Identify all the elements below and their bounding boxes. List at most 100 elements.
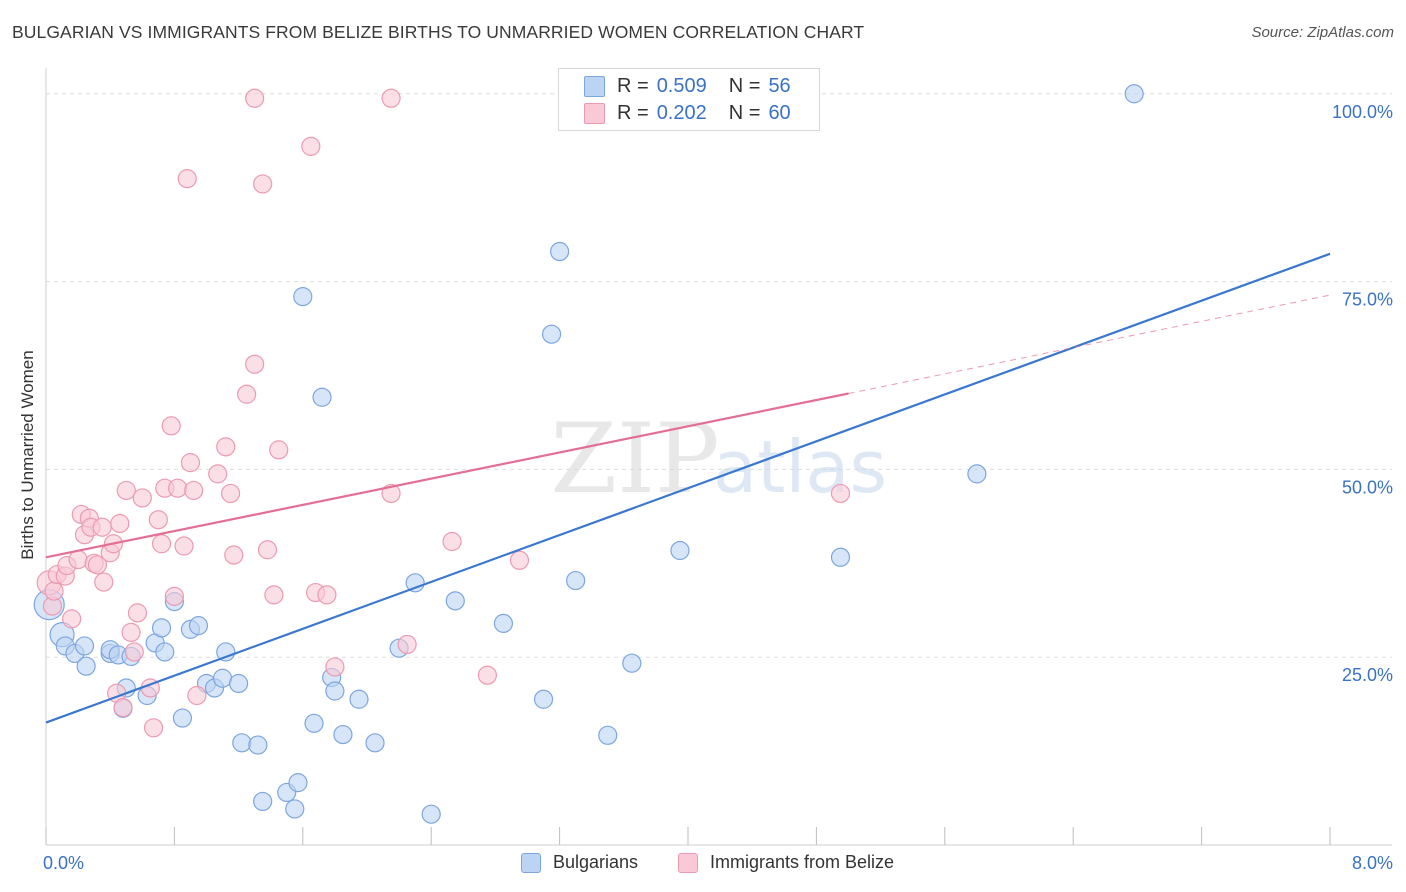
- grid-layer: [46, 93, 1392, 658]
- point-bulgarian: [304, 713, 324, 733]
- chart-title: BULGARIAN VS IMMIGRANTS FROM BELIZE BIRT…: [12, 22, 865, 42]
- point-belize: [121, 622, 141, 643]
- point-bulgarian: [533, 689, 554, 709]
- point-belize: [180, 453, 201, 473]
- points-layer: [33, 84, 1144, 824]
- point-belize: [44, 581, 64, 601]
- point-bulgarian: [333, 724, 353, 745]
- legend-label-belize: Immigrants from Belize: [710, 852, 895, 872]
- point-belize: [269, 440, 289, 460]
- point-belize: [253, 174, 273, 194]
- trend-line-bulgarians: [45, 252, 1331, 724]
- point-belize: [62, 609, 82, 629]
- point-belize: [216, 437, 236, 457]
- point-bulgarian: [670, 540, 690, 561]
- point-belize: [208, 464, 228, 484]
- point-belize: [257, 540, 278, 560]
- source-label: Source: ZipAtlas.com: [1251, 24, 1394, 41]
- y-tick-label: 25.0%: [1342, 665, 1393, 685]
- point-bulgarian: [76, 656, 96, 676]
- point-belize: [220, 483, 241, 504]
- point-bulgarian: [285, 799, 305, 819]
- point-bulgarian: [74, 636, 95, 656]
- trend-line-belize: [45, 392, 849, 559]
- point-bulgarian: [622, 653, 642, 673]
- point-bulgarian: [549, 241, 570, 262]
- legend-r-value: 0.509: [656, 74, 707, 97]
- point-bulgarian: [405, 573, 425, 593]
- legend-row-belize: R = 0.202 N = 60: [584, 100, 791, 126]
- legend-swatch-blue: [521, 852, 541, 873]
- point-belize: [830, 483, 851, 504]
- point-belize: [187, 685, 207, 706]
- watermark-zip: ZIP: [550, 403, 719, 515]
- point-bulgarian: [566, 570, 586, 591]
- legend-item-belize[interactable]: Immigrants from Belize: [678, 852, 894, 873]
- point-bulgarian: [212, 668, 233, 688]
- point-belize: [113, 697, 133, 718]
- y-tick-label: 75.0%: [1342, 290, 1393, 310]
- point-belize: [87, 555, 107, 575]
- point-belize: [127, 603, 148, 623]
- point-bulgarian: [349, 689, 369, 709]
- trend-layer: [45, 252, 1331, 724]
- point-belize: [224, 545, 244, 565]
- point-belize: [68, 549, 88, 570]
- point-belize: [148, 510, 168, 530]
- point-bulgarian: [248, 735, 268, 755]
- legend-item-bulgarians[interactable]: Bulgarians: [521, 852, 638, 873]
- point-belize: [245, 88, 265, 108]
- legend-r-value: 0.202: [656, 101, 707, 124]
- point-bulgarian: [598, 725, 618, 745]
- point-belize: [143, 718, 164, 738]
- point-belize: [168, 478, 188, 498]
- point-bulgarian: [325, 681, 345, 701]
- point-belize: [301, 136, 321, 156]
- point-belize: [92, 517, 112, 537]
- legend-n-value: 60: [768, 101, 791, 124]
- point-belize: [477, 665, 497, 685]
- axis-layer: [45, 68, 1392, 846]
- trend-line-belize-extension: [848, 294, 1331, 395]
- point-belize: [442, 531, 462, 552]
- point-belize: [174, 536, 194, 556]
- legend-n-label: N =: [728, 74, 761, 97]
- x-tick-label-max: 8.0%: [1352, 853, 1393, 873]
- point-belize: [245, 354, 265, 374]
- legend-row-bulgarians: R = 0.509 N = 56: [584, 73, 791, 99]
- point-belize: [132, 488, 152, 508]
- y-tick-label: 50.0%: [1342, 477, 1393, 497]
- point-bulgarian: [445, 591, 465, 611]
- point-bulgarian: [188, 616, 209, 636]
- point-belize: [161, 416, 181, 436]
- point-belize: [94, 572, 114, 592]
- point-bulgarian: [1124, 84, 1144, 104]
- legend-n-value: 56: [768, 74, 791, 97]
- point-belize: [325, 657, 345, 677]
- point-belize: [381, 483, 401, 504]
- point-bulgarian: [493, 613, 514, 633]
- point-belize: [124, 642, 144, 662]
- point-bulgarian: [421, 804, 441, 824]
- legend-r-label: R =: [617, 101, 649, 124]
- point-bulgarian: [365, 733, 385, 753]
- point-bulgarian: [830, 547, 851, 567]
- legend-n-label: N =: [728, 101, 761, 124]
- legend-swatch-pink: [584, 103, 605, 124]
- point-bulgarian: [288, 773, 308, 793]
- point-belize: [509, 550, 530, 570]
- point-bulgarian: [232, 733, 252, 753]
- legend-r-label: R =: [617, 74, 649, 97]
- tick-label-layer: 25.0% 50.0% 75.0% 100.0% 0.0% 8.0%: [43, 102, 1393, 873]
- point-belize: [110, 513, 130, 534]
- point-bulgarian: [541, 324, 562, 344]
- watermark-atlas: atlas: [713, 425, 887, 509]
- point-belize: [116, 480, 136, 501]
- point-bulgarian: [155, 642, 175, 662]
- point-belize: [317, 585, 337, 605]
- watermark: ZIP atlas: [550, 403, 887, 515]
- point-bulgarian: [172, 708, 193, 728]
- point-belize: [264, 585, 284, 605]
- legend-swatch-blue: [584, 76, 605, 97]
